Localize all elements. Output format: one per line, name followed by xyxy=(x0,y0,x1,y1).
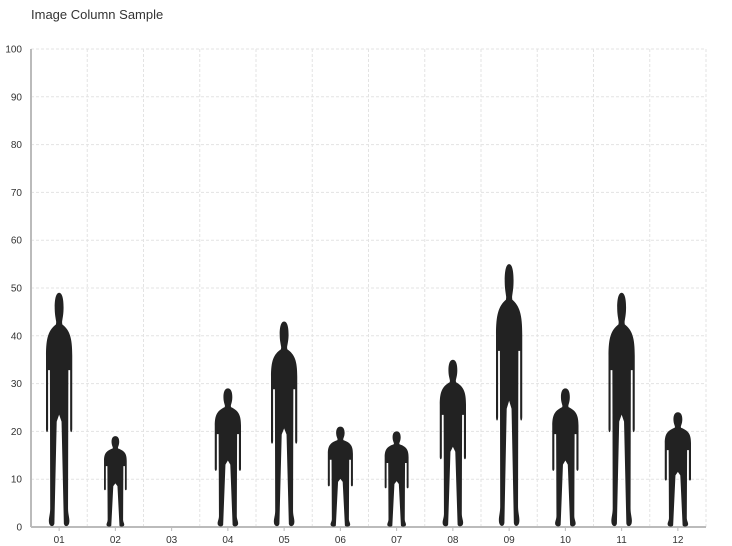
person-silhouette-icon xyxy=(552,388,579,527)
person-silhouette-icon xyxy=(271,321,298,527)
y-tick-label: 70 xyxy=(11,188,23,199)
person-silhouette-icon xyxy=(327,426,353,527)
x-tick-label: 05 xyxy=(279,535,291,546)
x-tick-label: 11 xyxy=(616,535,627,546)
person-silhouette-icon xyxy=(46,292,73,527)
y-tick-label: 30 xyxy=(11,379,23,390)
y-tick-label: 40 xyxy=(11,331,23,342)
x-tick-label: 10 xyxy=(560,535,572,546)
person-silhouette-icon xyxy=(439,359,466,527)
x-tick-label: 12 xyxy=(672,535,684,546)
y-tick-label: 80 xyxy=(11,140,23,151)
x-tick-label: 03 xyxy=(166,535,178,546)
axes xyxy=(30,49,706,531)
y-tick-label: 100 xyxy=(5,45,22,56)
image-columns xyxy=(46,264,691,527)
y-tick-label: 50 xyxy=(11,284,23,295)
y-tick-label: 90 xyxy=(11,92,23,103)
person-silhouette-icon xyxy=(608,292,635,527)
x-tick-label: 01 xyxy=(54,535,66,546)
chart-title: Image Column Sample xyxy=(31,7,164,22)
person-silhouette-icon xyxy=(214,388,241,527)
x-tick-label: 09 xyxy=(504,535,516,546)
grid-lines xyxy=(31,48,707,527)
x-tick-label: 04 xyxy=(222,535,234,546)
person-silhouette-icon xyxy=(104,436,127,527)
x-tick-label: 02 xyxy=(110,535,122,546)
y-tick-label: 60 xyxy=(11,236,23,247)
x-tick-label: 06 xyxy=(335,535,347,546)
x-tick-label: 08 xyxy=(447,535,459,546)
tick-labels: 0 10 20 30 40 50 60 70 80 90 100 01 02 03 04 05 06 07 08 09… xyxy=(5,45,684,546)
x-tick-label: 07 xyxy=(391,535,403,546)
y-tick-label: 0 xyxy=(16,523,22,534)
person-silhouette-icon xyxy=(664,412,691,527)
y-tick-label: 10 xyxy=(11,475,23,486)
y-tick-label: 20 xyxy=(11,427,23,438)
person-silhouette-icon xyxy=(496,264,523,527)
person-silhouette-icon xyxy=(384,431,409,527)
